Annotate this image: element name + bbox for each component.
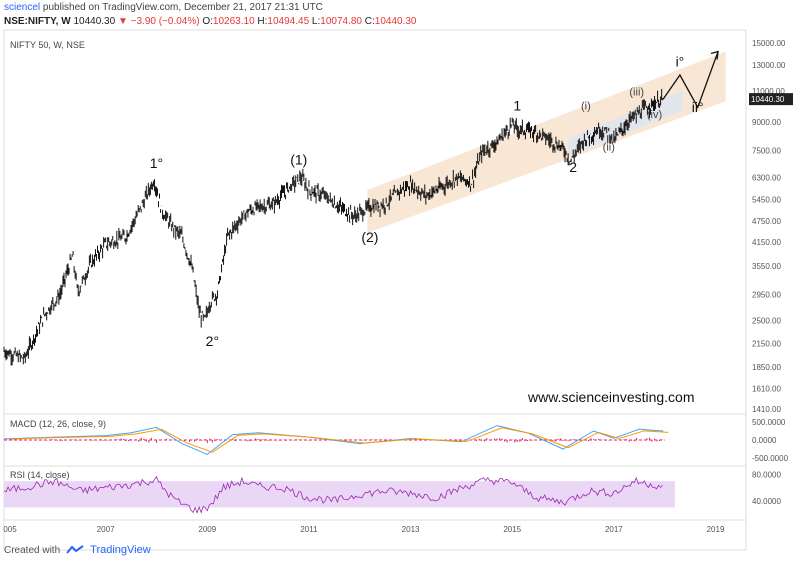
time-tick-label: 2015 — [503, 525, 521, 534]
wave-label: ii° — [692, 99, 704, 115]
high-label: H: — [257, 16, 268, 27]
wave-label: 1° — [150, 155, 163, 171]
rsi-tick-label: 40.0000 — [752, 497, 781, 506]
author-link[interactable]: sciencel — [4, 2, 41, 13]
time-tick-label: 2017 — [605, 525, 623, 534]
wave-label: (1) — [290, 151, 307, 167]
low-value: 10074.80 — [320, 16, 362, 27]
rsi-band — [4, 481, 675, 508]
change-value: −3.90 (−0.04%) — [130, 16, 200, 27]
last-price-tag — [749, 93, 793, 106]
price-pane-title: NIFTY 50, W, NSE — [10, 40, 85, 50]
price-tick-label: 1850.00 — [752, 363, 781, 372]
price-pane[interactable]: NIFTY 50, W, NSE 15000.00 13000.00 11000.00… — [3, 39, 793, 414]
down-arrow-icon: ▼ — [117, 16, 128, 27]
time-tick-label: 005 — [3, 525, 17, 534]
price-tick-label: 6300.00 — [752, 173, 781, 182]
symbol-line: NSE:NIFTY, W 10440.30 ▼ −3.90 (−0.04%) O… — [4, 16, 416, 27]
wave-label: (iv) — [647, 109, 662, 121]
high-value: 10494.45 — [267, 16, 310, 27]
price-tick-label: 9000.00 — [752, 118, 781, 127]
price-tick-label: 2150.00 — [752, 340, 781, 349]
low-label: L: — [311, 16, 321, 27]
wave-label: i° — [676, 53, 685, 69]
publish-line: sciencel published on TradingView.com, D… — [4, 2, 323, 13]
time-tick-label: 2013 — [402, 525, 420, 534]
wave-label: 2 — [569, 159, 577, 175]
open-label: O: — [202, 16, 213, 27]
rsi-pane[interactable]: RSI (14, close) 80.0000 40.0000 — [3, 465, 781, 514]
price-tick-label: 15000.00 — [752, 39, 786, 48]
last-price: 10440.30 — [73, 16, 116, 27]
watermark-text: www.scienceinvesting.com — [527, 389, 695, 405]
macd-title: MACD (12, 26, close, 9) — [10, 419, 106, 429]
price-tick-label: 4750.00 — [752, 217, 781, 226]
wave-label: (iii) — [629, 86, 644, 98]
chart-frame — [3, 29, 747, 551]
wave-label: 1 — [513, 98, 521, 114]
tradingview-link[interactable]: TradingView — [90, 544, 151, 556]
close-value: 10440.30 — [374, 16, 417, 27]
macd-tick-label: 0.0000 — [752, 436, 777, 445]
wave-label: (ii) — [603, 141, 615, 153]
rsi-line — [3, 475, 663, 514]
wave-label: (i) — [581, 101, 591, 113]
price-tick-label: 2500.00 — [752, 316, 781, 325]
footer: Created with TradingView — [4, 544, 151, 556]
macd-line — [3, 425, 664, 455]
projection-path — [662, 51, 719, 109]
publish-text: published on TradingView.com, December 2… — [42, 2, 323, 13]
signal-line — [9, 427, 669, 453]
price-bars — [3, 88, 664, 366]
open-value: 10263.10 — [212, 16, 255, 27]
price-tick-label: 13000.00 — [752, 61, 786, 70]
macd-tick-label: 500.0000 — [752, 418, 786, 427]
time-tick-label: 2007 — [97, 525, 115, 534]
price-tick-label: 3550.00 — [752, 262, 781, 271]
price-tick-label: 2950.00 — [752, 291, 781, 300]
macd-histogram — [3, 437, 663, 443]
time-tick-label: 2009 — [198, 525, 216, 534]
wave-label: (2) — [361, 229, 378, 245]
price-tick-label: 11000.00 — [752, 87, 785, 96]
arrow-head-icon — [710, 50, 719, 60]
time-tick-label: 2019 — [707, 525, 725, 534]
last-price-label: 10440.30 — [751, 95, 785, 104]
trend-channel — [367, 51, 726, 233]
rsi-tick-label: 80.0000 — [752, 471, 781, 480]
macd-pane[interactable]: MACD (12, 26, close, 9) 500.0000 0.0000 -50… — [3, 413, 789, 463]
tradingview-logo-icon — [66, 545, 84, 554]
price-tick-label: 1610.00 — [752, 384, 781, 393]
time-tick-label: 2011 — [300, 525, 318, 534]
close-label: C: — [364, 16, 375, 27]
created-with-text: Created with — [4, 544, 61, 556]
time-axis: 005 2007 2009 2011 2013 2015 2017 2019 — [3, 519, 746, 534]
price-tick-label: 1410.00 — [752, 405, 781, 414]
price-tick-label: 7500.00 — [752, 146, 781, 155]
rsi-title: RSI (14, close) — [10, 470, 70, 480]
macd-tick-label: -500.0000 — [752, 454, 789, 463]
price-tick-label: 5450.00 — [752, 196, 781, 205]
price-tick-label: 4150.00 — [752, 238, 781, 247]
symbol-label: NSE:NIFTY, W — [4, 16, 71, 27]
wave-label: 2° — [206, 333, 219, 349]
